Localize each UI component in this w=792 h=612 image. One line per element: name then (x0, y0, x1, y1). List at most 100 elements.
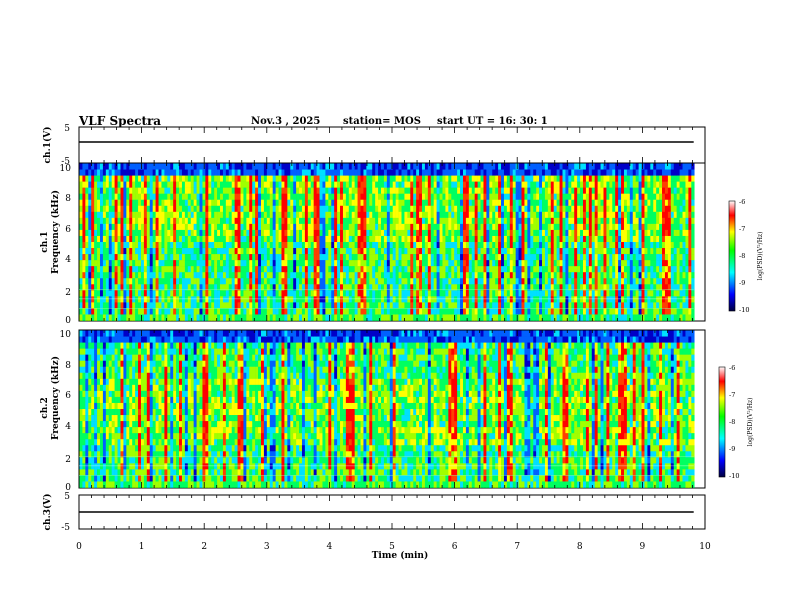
spectrogram-cell (623, 169, 628, 176)
spectrogram-cell (135, 302, 139, 309)
spectrogram-cell (299, 248, 303, 255)
spectrogram-cell (275, 175, 279, 182)
spectrogram-cell (375, 284, 379, 291)
spectrogram-cell (609, 199, 613, 207)
spectrogram-cell (357, 223, 361, 231)
spectrogram-cell (357, 211, 361, 219)
spectrogram-cell (322, 229, 326, 237)
spectrogram-cell (199, 235, 203, 243)
spectrogram-cell (269, 314, 273, 321)
spectrogram-cell (457, 272, 461, 279)
spectrogram-cell (181, 278, 186, 285)
spectrogram-cell (383, 266, 388, 273)
spectrogram-cell (594, 229, 598, 237)
spectrogram-cell (231, 181, 235, 188)
spectrogram-cell (345, 199, 350, 207)
spectrogram-cell (615, 290, 619, 297)
spectrogram-cell (386, 199, 391, 207)
spectrogram-cell (518, 235, 522, 243)
spectrogram-cell (603, 175, 607, 182)
spectrogram-cell (383, 229, 388, 237)
spectrogram-cell (275, 217, 279, 225)
spectrogram-cell (542, 181, 546, 188)
spectrogram-cell (293, 284, 297, 291)
spectrogram-cell (378, 211, 382, 219)
spectrogram-cell (149, 296, 153, 303)
spectrogram-cell (99, 217, 104, 225)
spectrogram-cell (269, 260, 273, 267)
spectrogram-cell (480, 272, 484, 279)
spectrogram-cell (530, 181, 534, 188)
spectrogram-cell (79, 296, 83, 303)
spectrogram-cell (357, 242, 361, 249)
spectrogram-cell (173, 163, 177, 170)
spectrogram-cell (266, 181, 271, 188)
spectrogram-cell (351, 199, 355, 207)
spectrogram-cell (342, 229, 347, 237)
spectrogram-cell (392, 296, 396, 303)
spectrogram-cell (190, 163, 194, 170)
spectrogram-cell (632, 302, 636, 309)
spectrogram-cell (436, 290, 440, 297)
spectrogram-cell (445, 308, 449, 315)
spectrogram-cell (231, 314, 235, 321)
spectrogram-cell (419, 266, 423, 273)
spectrogram-cell (618, 308, 622, 315)
spectrogram-cell (462, 181, 467, 188)
spectrogram-cell (421, 266, 426, 273)
spectrogram-cell (167, 235, 171, 243)
spectrogram-cell (220, 205, 224, 213)
spectrogram-cell (483, 229, 487, 237)
spectrogram-cell (465, 193, 470, 201)
spectrogram-cell (211, 272, 215, 279)
spectrogram-cell (448, 181, 452, 188)
spectrogram-cell (82, 169, 86, 176)
spectrogram-cell (574, 248, 578, 255)
spectrogram-cell (392, 217, 396, 225)
spectrogram-cell (337, 181, 341, 188)
spectrogram-cell (421, 302, 426, 309)
spectrogram-cell (205, 199, 209, 207)
spectrogram-cell (474, 217, 478, 225)
spectrogram-cell (266, 193, 271, 201)
spectrogram-cell (155, 199, 159, 207)
spectrogram-cell (445, 211, 449, 219)
spectrogram-cell (304, 266, 309, 273)
spectrogram-cell (193, 248, 197, 255)
spectrogram-cell (556, 266, 560, 273)
spectrogram-cell (635, 229, 639, 237)
spectrogram-cell (272, 223, 276, 231)
spectrogram-cell (304, 254, 309, 261)
spectrogram-cell (609, 169, 613, 176)
spectrogram-cell (489, 290, 493, 297)
spectrogram-cell (518, 308, 522, 315)
spectrogram-cell (205, 266, 209, 273)
spectrogram-cell (351, 284, 355, 291)
spectrogram-cell (164, 254, 168, 261)
spectrogram-cell (568, 296, 572, 303)
spectrogram-cell (539, 163, 543, 170)
spectrogram-cell (135, 217, 139, 225)
spectrogram-cell (460, 284, 464, 291)
spectrogram-cell (146, 248, 151, 255)
spectrogram-cell (140, 308, 145, 315)
spectrogram-cell (193, 314, 197, 321)
spectrogram-cell (310, 266, 314, 273)
spectrogram-cell (582, 266, 587, 273)
spectrogram-cell (111, 193, 115, 201)
spectrogram-cell (138, 248, 142, 255)
spectrogram-cell (568, 254, 572, 261)
spectrogram-cell (559, 266, 563, 273)
spectrogram-cell (202, 223, 206, 231)
spectrogram-cell (577, 302, 581, 309)
spectrogram-cell (495, 260, 499, 267)
spectrogram-cell (424, 193, 429, 201)
spectrogram-cell (492, 242, 496, 249)
spectrogram-cell (269, 308, 273, 315)
spectrogram-cell (342, 248, 347, 255)
spectrogram-cell (360, 302, 364, 309)
spectrogram-cell (237, 205, 241, 213)
spectrogram-cell (214, 217, 218, 225)
spectrogram-cell (117, 278, 121, 285)
spectrogram-cell (419, 235, 423, 243)
